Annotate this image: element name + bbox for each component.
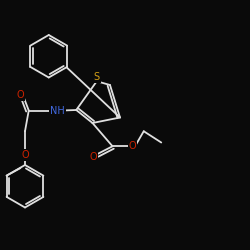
Text: NH: NH (50, 106, 65, 116)
Text: O: O (16, 90, 24, 100)
Text: O: O (129, 141, 136, 151)
Text: S: S (94, 72, 100, 83)
Text: O: O (21, 150, 29, 160)
Text: O: O (90, 152, 98, 162)
